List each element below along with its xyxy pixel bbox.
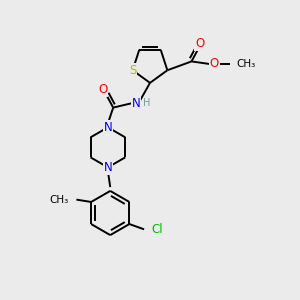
Text: O: O [98, 83, 107, 96]
Text: O: O [210, 57, 219, 70]
Text: O: O [195, 37, 204, 50]
Text: CH₃: CH₃ [49, 195, 68, 205]
Text: N: N [131, 97, 140, 110]
Text: N: N [103, 121, 112, 134]
Text: CH₃: CH₃ [237, 59, 256, 69]
Text: H: H [143, 98, 151, 108]
Text: S: S [129, 64, 136, 77]
Text: Cl: Cl [151, 223, 163, 236]
Text: N: N [103, 161, 112, 174]
